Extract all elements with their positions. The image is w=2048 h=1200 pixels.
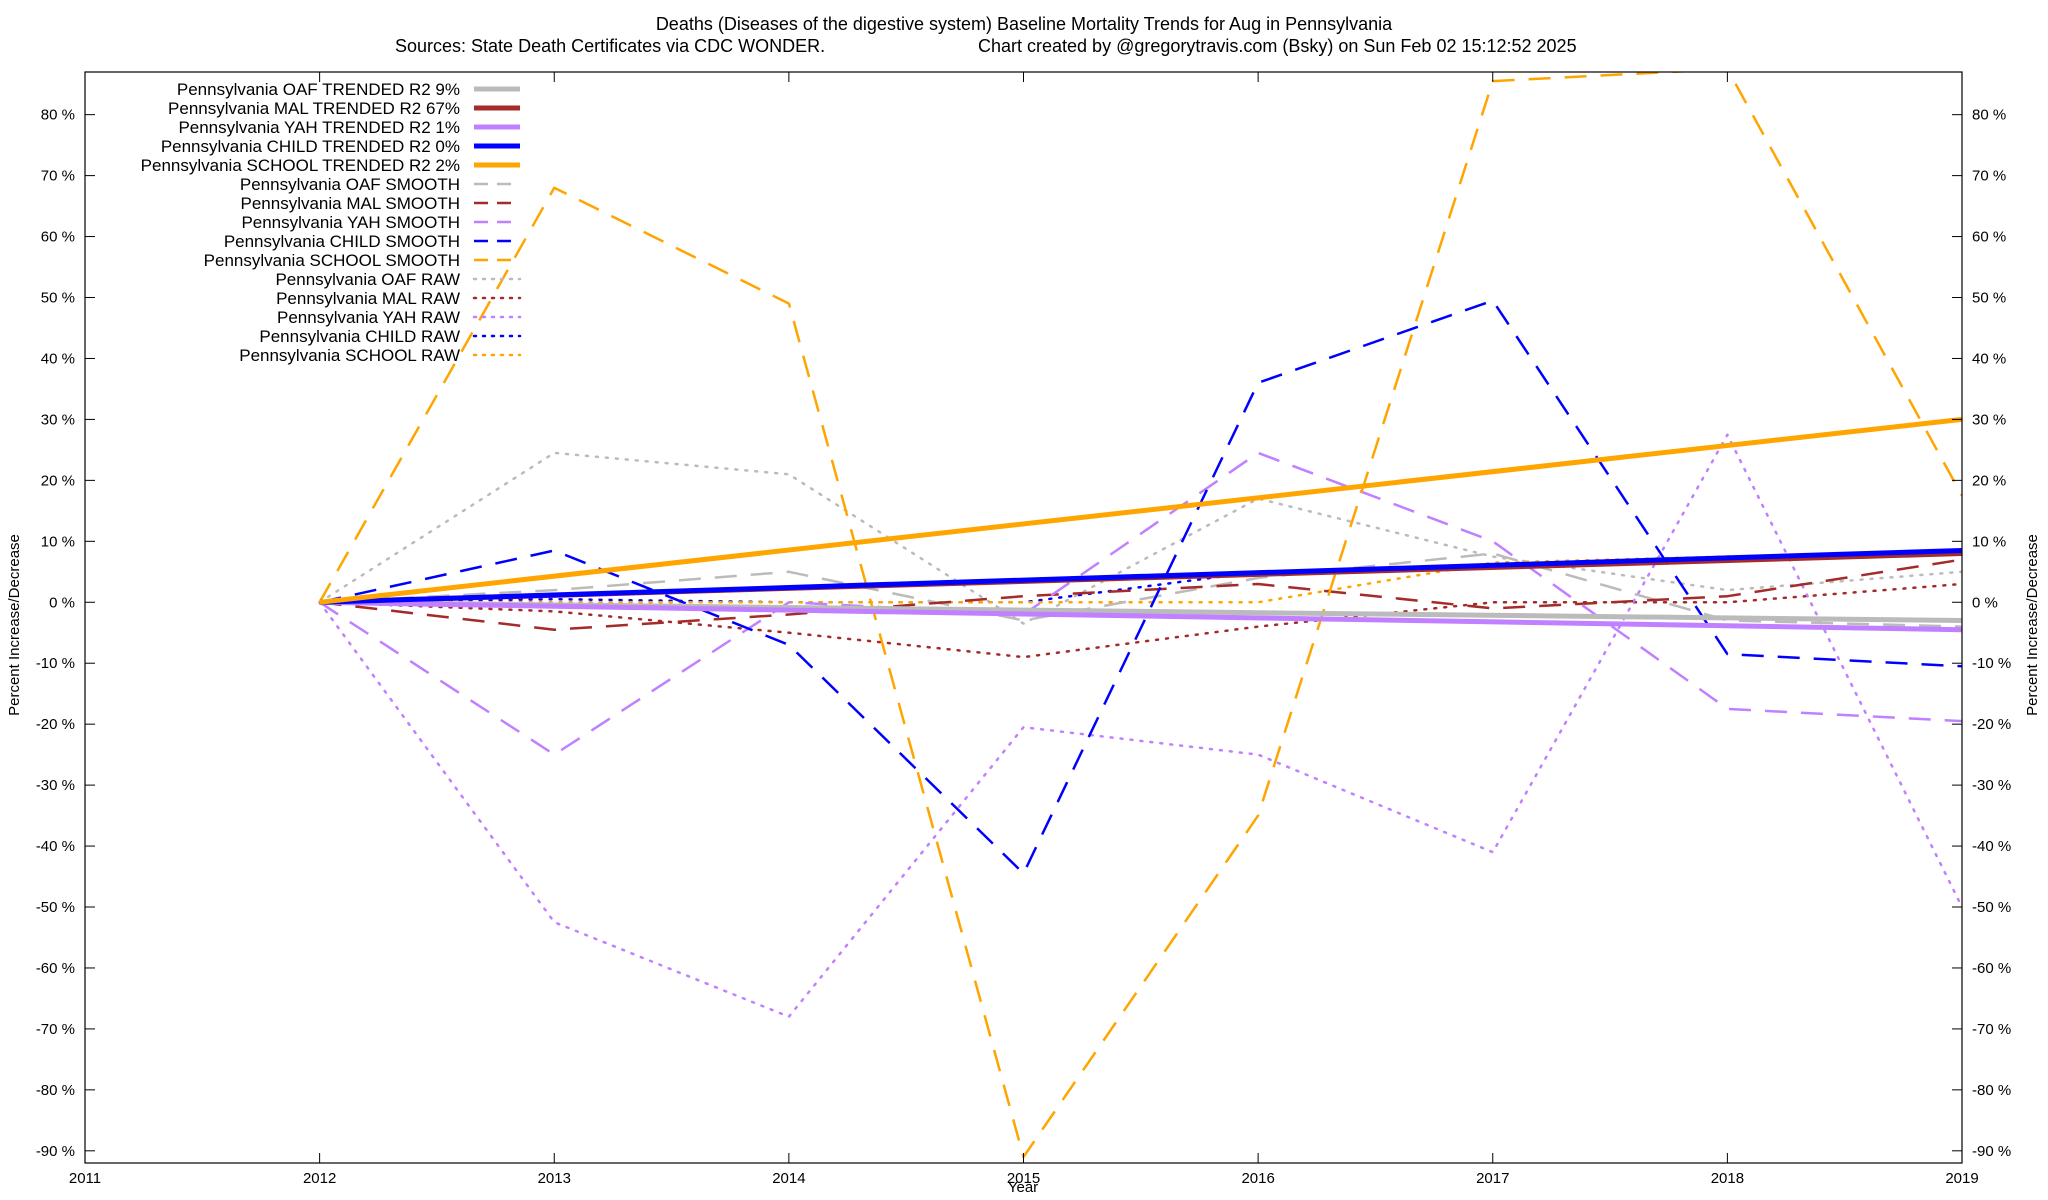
chart-subtitle-source: Sources: State Death Certificates via CD… [395, 36, 825, 56]
x-tick-label: 2012 [303, 1170, 336, 1187]
y-tick-label-left: 30 % [41, 411, 75, 428]
legend-label-14: Pennsylvania SCHOOL RAW [239, 346, 460, 365]
y-tick-label-right: 50 % [1972, 290, 2006, 307]
series-line-4 [319, 416, 1962, 605]
y-tick-label-left: -70 % [36, 1021, 75, 1038]
y-tick-label-right: 20 % [1972, 472, 2006, 489]
y-tick-label-right: -90 % [1972, 1143, 2011, 1160]
legend-label-11: Pennsylvania MAL RAW [276, 289, 460, 308]
y-tick-label-left: 80 % [41, 107, 75, 124]
y-tick-label-left: -80 % [36, 1082, 75, 1099]
y-tick-label-left: -60 % [36, 960, 75, 977]
x-tick-label: 2015 [1007, 1170, 1040, 1187]
y-tick-label-right: -60 % [1972, 960, 2011, 977]
legend-label-7: Pennsylvania YAH SMOOTH [241, 213, 460, 232]
chart-subtitle-credit: Chart created by @gregorytravis.com (Bsk… [978, 36, 1577, 56]
legend: Pennsylvania OAF TRENDED R2 9%Pennsylvan… [141, 80, 522, 365]
y-tick-label-left: -40 % [36, 838, 75, 855]
series-line-9 [318, 72, 1962, 1159]
legend-label-9: Pennsylvania SCHOOL SMOOTH [204, 251, 460, 270]
y-tick-label-right: 80 % [1972, 107, 2006, 124]
legend-label-0: Pennsylvania OAF TRENDED R2 9% [177, 80, 460, 99]
y-tick-label-left: -50 % [36, 899, 75, 916]
legend-label-13: Pennsylvania CHILD RAW [259, 327, 460, 346]
y-axis-label-left: Percent Increase/Decrease [6, 534, 23, 716]
y-tick-label-left: 60 % [41, 229, 75, 246]
x-tick-label: 2017 [1476, 1170, 1509, 1187]
series-layer [318, 72, 1962, 1159]
y-tick-label-left: -10 % [36, 655, 75, 672]
series-line-7 [318, 451, 1962, 756]
legend-label-4: Pennsylvania SCHOOL TRENDED R2 2% [141, 156, 460, 175]
legend-label-1: Pennsylvania MAL TRENDED R2 67% [168, 99, 460, 118]
y-axis-label-right: Percent Increase/Decrease [2024, 534, 2041, 716]
y-tick-label-left: -90 % [36, 1143, 75, 1160]
y-tick-label-right: 40 % [1972, 350, 2006, 367]
y-tick-label-right: -50 % [1972, 899, 2011, 916]
series-line-6 [319, 558, 1962, 631]
y-tick-label-left: -30 % [36, 777, 75, 794]
y-tick-label-left: 10 % [41, 533, 75, 550]
y-tick-label-left: 40 % [41, 350, 75, 367]
y-tick-label-right: 70 % [1972, 168, 2006, 185]
series-line-8 [319, 299, 1962, 875]
y-tick-label-left: 20 % [41, 472, 75, 489]
y-tick-label-right: -80 % [1972, 1082, 2011, 1099]
legend-label-10: Pennsylvania OAF RAW [275, 270, 460, 289]
y-tick-label-right: -70 % [1972, 1021, 2011, 1038]
chart-title: Deaths (Diseases of the digestive system… [656, 14, 1393, 34]
y-tick-label-right: -40 % [1972, 838, 2011, 855]
y-tick-label-right: 30 % [1972, 411, 2006, 428]
x-tick-label: 2011 [69, 1170, 101, 1187]
x-tick-label: 2019 [1945, 1170, 1978, 1187]
series-line-12 [318, 433, 1962, 1018]
legend-label-2: Pennsylvania YAH TRENDED R2 1% [178, 118, 460, 137]
y-tick-label-left: 70 % [41, 168, 75, 185]
y-tick-label-right: 60 % [1972, 229, 2006, 246]
series-line-5 [319, 552, 1962, 628]
x-tick-label: 2013 [538, 1170, 571, 1187]
x-tick-label: 2018 [1711, 1170, 1744, 1187]
axes-layer: -90 % -90 % -80 % -80 % -70 % -70 % -60 % -60 %… [36, 71, 2011, 1187]
y-tick-label-right: -20 % [1972, 716, 2011, 733]
y-tick-label-right: -10 % [1972, 655, 2011, 672]
y-tick-label-right: -30 % [1972, 777, 2011, 794]
legend-label-8: Pennsylvania CHILD SMOOTH [224, 232, 460, 251]
series-line-3 [319, 548, 1962, 605]
x-axis-label: Year [1008, 1179, 1038, 1196]
legend-label-3: Pennsylvania CHILD TRENDED R2 0% [161, 137, 460, 156]
legend-label-12: Pennsylvania YAH RAW [277, 308, 460, 327]
series-line-2 [319, 599, 1962, 633]
legend-label-6: Pennsylvania MAL SMOOTH [241, 194, 461, 213]
y-tick-label-right: 0 % [1972, 594, 1998, 611]
y-tick-label-left: 50 % [41, 290, 75, 307]
x-tick-label: 2016 [1241, 1170, 1274, 1187]
x-tick-label: 2014 [772, 1170, 805, 1187]
y-tick-label-right: 10 % [1972, 533, 2006, 550]
y-tick-label-left: -20 % [36, 716, 75, 733]
legend-label-5: Pennsylvania OAF SMOOTH [240, 175, 460, 194]
y-tick-label-left: 0 % [49, 594, 75, 611]
